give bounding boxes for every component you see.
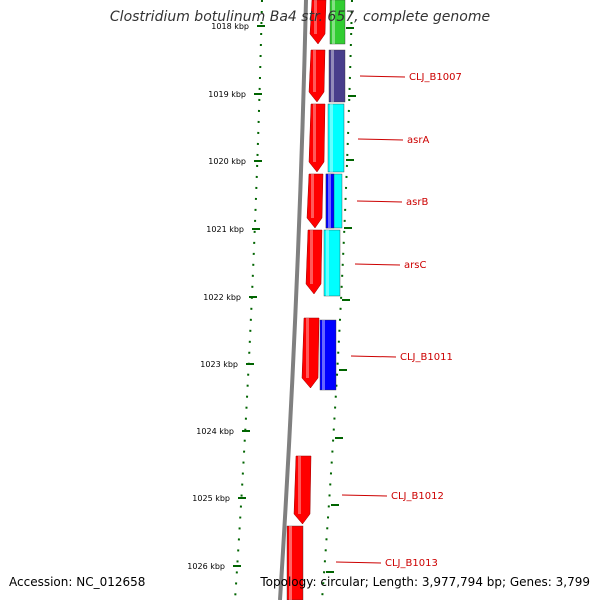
gene-category-purple [328, 49, 346, 103]
gene-label: arsC [404, 260, 426, 271]
scale-tick-label: 1026 kbp [187, 562, 225, 571]
gene-leader-line [356, 200, 403, 203]
gene-category-cyan-arsc [323, 229, 341, 297]
gene-block-clj-b1013 [286, 525, 304, 600]
gene-arrow-clj-b1012-highlight [298, 456, 301, 514]
gene-arrow-clj-b1011 [301, 317, 320, 389]
gene-arrow-asrb [306, 173, 324, 229]
gene-arrow-clj-b1007 [308, 49, 326, 103]
gene-category-blue-clj-b1011-highlight [322, 320, 325, 390]
gene-leader-line [357, 138, 404, 141]
gene-arrow-partial-top-highlight [314, 0, 317, 34]
gene-category-cyan-arsc-highlight [326, 230, 329, 296]
gene-label: CLJ_B1007 [409, 72, 462, 83]
gene-arrow-asra [308, 103, 326, 173]
scale-tick-label: 1025 kbp [192, 494, 230, 503]
gene-leader-line [341, 494, 388, 497]
accession-text: Accession: NC_012658 [9, 575, 146, 589]
gene-arrow-asrb-highlight [311, 174, 314, 218]
map-title: Clostridium botulinum Ba4 str. 657, comp… [109, 9, 491, 25]
gene-category-cyan-asra [327, 103, 345, 173]
gene-category-blue-asrb-highlight [328, 174, 331, 228]
gene-arrow-clj-b1007-highlight [313, 50, 316, 92]
gene-category-blue-asrb [325, 173, 335, 229]
gene-arrow-partial-top [309, 0, 327, 45]
scale-tick-label: 1019 kbp [208, 90, 246, 99]
scale-tick-label: 1024 kbp [196, 427, 234, 436]
scale-tick-label: 1018 kbp [211, 22, 249, 31]
scale-tick-label: 1023 kbp [200, 360, 238, 369]
scale-tick-label: 1021 kbp [206, 225, 244, 234]
gene-leader-line [354, 263, 401, 266]
topology-summary: Topology: circular; Length: 3,977,794 bp… [260, 575, 590, 589]
gene-arrow-arsc [305, 229, 323, 295]
scale-tick-label: 1020 kbp [208, 157, 246, 166]
scale-tick-label: 1022 kbp [203, 293, 241, 302]
gene-arrow-arsc-highlight [310, 230, 313, 284]
gene-label: CLJ_B1013 [385, 558, 438, 569]
gene-arrow-clj-b1011-highlight [306, 318, 309, 378]
gene-category-purple-highlight [331, 50, 334, 102]
gene-block-clj-b1013-highlight [289, 526, 292, 600]
gene-label: CLJ_B1012 [391, 491, 444, 502]
gene-category-blue-clj-b1011 [319, 319, 337, 391]
gene-category-green-highlight [332, 0, 335, 44]
gene-category-green [329, 0, 346, 45]
gene-arrow-asra-highlight [313, 104, 316, 162]
gene-leader-line [359, 75, 406, 78]
gene-leader-line [350, 355, 397, 358]
genome-backbone [278, 0, 308, 600]
gene-label: asrB [406, 197, 428, 208]
gene-category-cyan-asra-highlight [330, 104, 333, 172]
gene-arrow-clj-b1012 [293, 455, 312, 525]
gene-label: asrA [407, 135, 429, 146]
gene-label: CLJ_B1011 [400, 352, 453, 363]
gene-leader-line [335, 561, 382, 564]
